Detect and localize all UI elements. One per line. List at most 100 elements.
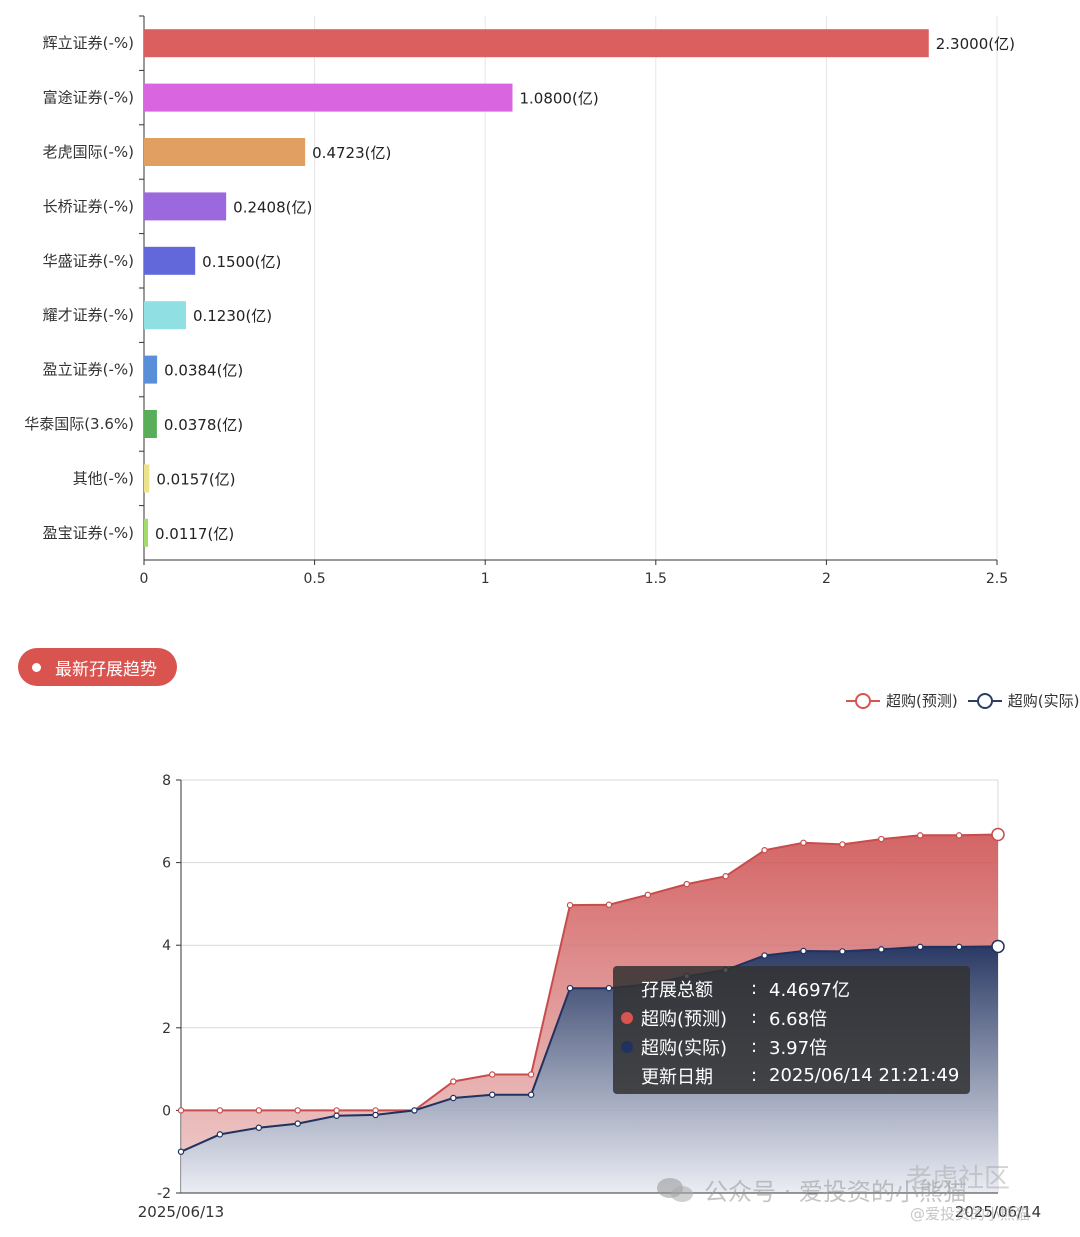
bar [144,301,186,330]
y-tick-label: 4 [162,938,171,954]
forecast-point [605,901,613,908]
tooltip-value: 6.68倍 [769,1008,828,1030]
actual-point [255,1124,263,1131]
forecast-point [450,1078,457,1085]
tooltip-row: 孖展总额 : 4.4697亿 [621,974,970,1003]
x-tick-label: 1.5 [645,571,667,587]
wechat-icon [657,1177,693,1202]
actual-point [839,948,846,955]
forecast-point [644,891,652,899]
tooltip-label: 孖展总额 [641,979,713,1001]
watermark-text: 公众号 · 爱投资的小熊猫 [704,1178,967,1206]
forecast-point [216,1107,224,1114]
bar-value-label: 2.3000(亿) [936,35,1015,53]
tooltip-label: 更新日期 [641,1066,713,1088]
bar-value-label: 0.1230(亿) [193,307,272,325]
bar-value-label: 0.1500(亿) [202,253,281,271]
handle-watermark: @爱投资的小熊猫 [910,1205,1031,1223]
y-tick-label: 6 [162,856,171,872]
forecast-point [527,1071,535,1078]
community-watermark: 老虎社区 [906,1164,1011,1194]
category-label: 华泰国际(3.6%) [24,415,134,433]
forecast-point [489,1071,496,1078]
bar-value-label: 0.2408(亿) [233,198,312,216]
bar-value-label: 0.0384(亿) [164,362,243,380]
forecast-point [991,827,1005,842]
actual-point [294,1120,301,1127]
legend-circle-icon [967,692,1002,709]
forecast-point [800,839,807,846]
bar-value-label: 0.0157(亿) [156,470,235,488]
legend-label: 超购(预测) [886,692,958,710]
actual-point [177,1148,185,1155]
chart-legend: 超购(预测) 超购(实际) [846,690,1080,711]
actual-point [489,1091,496,1098]
forecast-point [878,835,885,843]
bar-value-label: 0.0117(亿) [155,525,234,543]
bar [144,410,157,438]
tooltip-label: 超购(实际) [641,1037,728,1059]
actual-point [411,1107,418,1114]
category-label: 辉立证券(-%) [43,34,134,52]
forecast-point [955,832,963,839]
actual-point [916,943,924,951]
actual-point [800,947,807,955]
tooltip-label: 超购(预测) [641,1008,728,1030]
bar [144,464,150,493]
legend-label: 超购(实际) [1007,692,1080,710]
actual-point [566,984,574,992]
category-label: 其他(-%) [73,469,134,487]
y-tick-label: 2 [162,1021,171,1037]
forecast-point [683,880,690,888]
forecast-point [333,1107,340,1114]
tooltip-dot [621,1070,633,1082]
forecast-point [255,1107,263,1114]
tooltip-value: 2025/06/14 21:21:49 [769,1065,960,1086]
actual-point [216,1131,224,1138]
forecast-point [566,901,574,909]
bar [144,192,227,221]
x-tick-label: 0 [140,571,149,587]
tooltip-separator: : [751,1065,758,1086]
bar [144,29,929,58]
actual-point [333,1112,340,1119]
tooltip-value: 4.4697亿 [769,979,850,1001]
category-label: 富途证券(-%) [43,89,134,107]
chart-tooltip: 孖展总额 : 4.4697亿 超购(预测) : 6.68倍 超购(实际) : 3… [613,966,970,1094]
x-tick-label: 2025/06/14 [955,1203,1041,1221]
actual-point [878,946,885,953]
forecast-point [177,1107,185,1114]
forecast-line [181,833,999,1112]
category-label: 老虎国际(-%) [43,143,134,161]
legend-dot-forecast [855,692,871,709]
x-tick-label: 0.5 [303,571,325,587]
y-tick-label: 8 [162,773,171,789]
tooltip-dot [621,1011,633,1024]
forecast-point [722,873,729,880]
legend-item-forecast[interactable]: 超购(预测) [846,690,958,711]
forecast-point [916,832,924,839]
actual-point [605,984,613,992]
category-label: 盈立证券(-%) [43,361,134,379]
bar-value-label: 0.0378(亿) [164,416,243,434]
section-title: 最新孖展趋势 [55,659,157,680]
bar [144,518,148,547]
tooltip-separator: : [751,1007,758,1028]
category-label: 盈宝证券(-%) [43,524,134,542]
category-label: 长桥证券(-%) [43,197,134,215]
legend-item-actual[interactable]: 超购(实际) [967,690,1080,711]
forecast-point [294,1107,301,1114]
forecast-point [839,841,846,848]
y-tick-label: 0 [162,1103,171,1119]
tooltip-separator: : [751,978,758,999]
actual-line [180,945,999,1153]
bar [144,355,158,384]
watermark: 公众号 · 爱投资的小熊猫 [656,1172,967,1207]
actual-point [991,939,1005,954]
section-title-pill: 最新孖展趋势 [18,648,177,686]
x-tick-label: 1 [481,571,490,587]
tooltip-dot [621,983,633,995]
x-tick-label: 2.5 [986,571,1008,587]
category-label: 华盛证券(-%) [43,252,134,270]
category-label: 耀才证券(-%) [43,306,134,324]
